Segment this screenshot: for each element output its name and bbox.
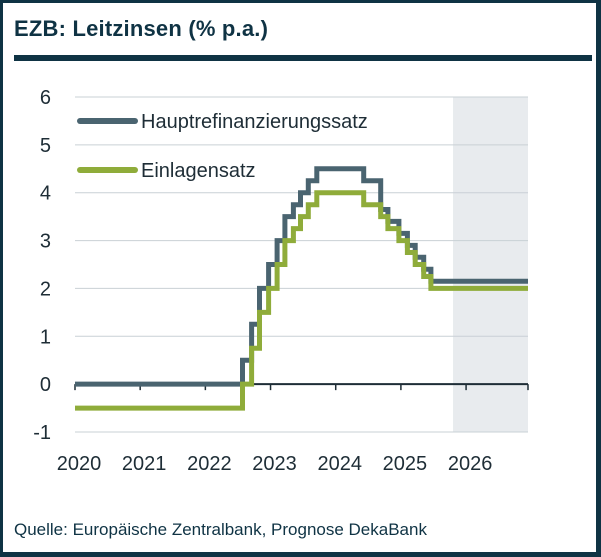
x-tick-label: 2025 bbox=[383, 453, 428, 475]
y-tick-label: 2 bbox=[40, 278, 51, 300]
y-tick-label: 6 bbox=[40, 87, 51, 109]
y-tick-label: -1 bbox=[33, 422, 51, 444]
y-tick-label: 1 bbox=[40, 326, 51, 348]
x-tick-label: 2021 bbox=[122, 453, 167, 475]
y-tick-label: 5 bbox=[40, 135, 51, 157]
y-tick-label: 3 bbox=[40, 231, 51, 253]
x-tick-label: 2020 bbox=[57, 453, 102, 475]
chart-frame: EZB: Leitzinsen (% p.a.) -1 0 1 2 3 4 5 6 2020 20… bbox=[3, 3, 596, 552]
x-tick-label: 2026 bbox=[448, 453, 493, 475]
forecast-shade bbox=[453, 97, 528, 432]
legend-label: Einlagensatz bbox=[141, 160, 256, 182]
forecast-shade-layer bbox=[453, 97, 528, 432]
series-line-einlagensatz bbox=[75, 190, 528, 411]
series-line-hauptrefinanzierungssatz bbox=[75, 166, 528, 387]
x-tick-label: 2022 bbox=[187, 453, 232, 475]
tick-label-layer: -1 0 1 2 3 4 5 6 2020 2021 2022 2023 2024 2025 2026 bbox=[33, 87, 492, 475]
x-tick-label: 2024 bbox=[317, 453, 362, 475]
title-rule bbox=[14, 55, 592, 61]
chart-title: EZB: Leitzinsen (% p.a.) bbox=[14, 16, 269, 41]
legend-label: Hauptrefinanzierungssatz bbox=[141, 111, 368, 133]
x-tick-label: 2023 bbox=[252, 453, 297, 475]
source-note: Quelle: Europäische Zentralbank, Prognos… bbox=[14, 520, 427, 539]
y-tick-label: 0 bbox=[40, 374, 51, 396]
legend-layer: Hauptrefinanzierungssatz Einlagensatz bbox=[77, 111, 368, 182]
y-tick-label: 4 bbox=[40, 183, 51, 205]
chart-svg: -1 0 1 2 3 4 5 6 2020 2021 2022 2023 2024 2025 2026 Ha… bbox=[33, 87, 529, 475]
series-layer bbox=[75, 166, 528, 411]
